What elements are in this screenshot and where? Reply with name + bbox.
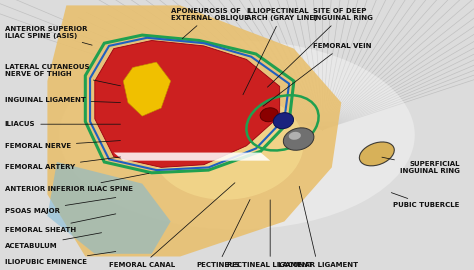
Text: ILIOPUBIC EMINENCE: ILIOPUBIC EMINENCE	[5, 252, 116, 265]
Text: PSOAS MAJOR: PSOAS MAJOR	[5, 198, 116, 214]
Text: ANTERIOR INFERIOR ILIAC SPINE: ANTERIOR INFERIOR ILIAC SPINE	[5, 173, 149, 192]
Text: SUPERFICIAL
INGUINAL RING: SUPERFICIAL INGUINAL RING	[382, 157, 460, 174]
Ellipse shape	[283, 128, 314, 150]
Text: PECTINEAL LIGAMENT: PECTINEAL LIGAMENT	[227, 200, 313, 268]
Ellipse shape	[289, 132, 301, 140]
Ellipse shape	[152, 92, 303, 200]
Text: ILLIOPECTINEAL
ARCH (GRAY LINE): ILLIOPECTINEAL ARCH (GRAY LINE)	[243, 8, 318, 95]
Text: ACETABULUM: ACETABULUM	[5, 233, 101, 249]
Text: SITE OF DEEP
INGUINAL RING: SITE OF DEEP INGUINAL RING	[267, 8, 373, 87]
Ellipse shape	[359, 142, 394, 166]
Text: FEMORAL VEIN: FEMORAL VEIN	[263, 43, 371, 106]
Text: FEMORAL ARTERY: FEMORAL ARTERY	[5, 157, 120, 170]
Text: FEMORAL NERVE: FEMORAL NERVE	[5, 141, 120, 149]
Ellipse shape	[260, 108, 278, 122]
Text: FEMORAL SHEATH: FEMORAL SHEATH	[5, 214, 116, 232]
Text: PUBIC TUBERCLE: PUBIC TUBERCLE	[392, 193, 460, 208]
Text: PECTINEUS: PECTINEUS	[196, 200, 250, 268]
Text: INGUINAL LIGAMENT: INGUINAL LIGAMENT	[5, 97, 120, 103]
Text: LATERAL CUTANEOUS
NERVE OF THIGH: LATERAL CUTANEOUS NERVE OF THIGH	[5, 64, 120, 86]
Text: FEMORAL CANAL: FEMORAL CANAL	[109, 183, 235, 268]
Polygon shape	[123, 62, 171, 116]
Ellipse shape	[59, 40, 415, 230]
Polygon shape	[47, 162, 171, 254]
Ellipse shape	[273, 113, 293, 129]
Text: APONEUROSIS OF
EXTERNAL OBLIQUE: APONEUROSIS OF EXTERNAL OBLIQUE	[171, 8, 248, 39]
Text: ANTERIOR SUPERIOR
ILIAC SPINE (ASIS): ANTERIOR SUPERIOR ILIAC SPINE (ASIS)	[5, 26, 92, 45]
Polygon shape	[47, 5, 341, 256]
Polygon shape	[95, 40, 280, 167]
Text: LACUNAR LIGAMENT: LACUNAR LIGAMENT	[277, 186, 358, 268]
Text: ILIACUS: ILIACUS	[5, 121, 120, 127]
Polygon shape	[114, 153, 270, 161]
